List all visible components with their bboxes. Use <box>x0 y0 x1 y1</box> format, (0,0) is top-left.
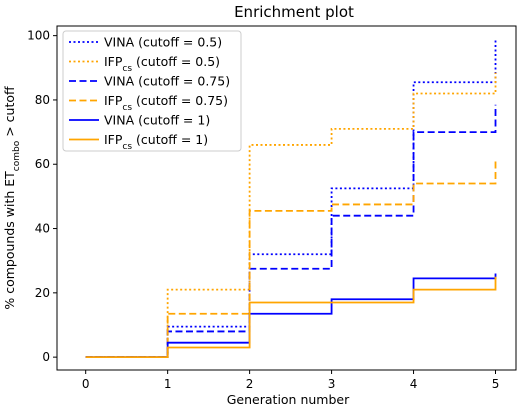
plot-frame <box>56 25 517 371</box>
series-line-1 <box>85 38 497 359</box>
x-tick-label: 2 <box>246 377 254 391</box>
y-tick-label: 60 <box>35 157 50 171</box>
x-tick-label: 4 <box>410 377 418 391</box>
legend-label-4: IFPcs (cutoff = 0.75) <box>104 93 228 113</box>
series-line-2 <box>85 72 497 359</box>
legend-box <box>62 30 242 152</box>
series-line-4 <box>85 159 497 359</box>
y-axis-label: % compounds with ETcombo > cutoff <box>2 86 22 310</box>
legend-label-6: IFPcs (cutoff = 1) <box>104 132 208 152</box>
x-tick-label: 5 <box>492 377 500 391</box>
x-tick-label: 0 <box>82 377 90 391</box>
legend-label-3: VINA (cutoff = 0.75) <box>104 74 230 89</box>
x-tick-label: 3 <box>328 377 336 391</box>
y-tick-label: 20 <box>35 286 50 300</box>
x-axis-label: Generation number <box>227 392 350 407</box>
legend-label-1: VINA (cutoff = 0.5) <box>104 35 222 50</box>
legend: VINA (cutoff = 0.5)IFPcs (cutoff = 0.5)V… <box>62 30 242 152</box>
chart-title: Enrichment plot <box>234 3 354 21</box>
series-line-6 <box>85 276 497 359</box>
series-line-5 <box>85 273 497 359</box>
legend-label-5: VINA (cutoff = 1) <box>104 113 210 128</box>
y-tick-label: 0 <box>42 350 50 364</box>
legend-label-2: IFPcs (cutoff = 0.5) <box>104 54 220 74</box>
series-layer <box>85 38 497 359</box>
x-tick-label: 1 <box>164 377 172 391</box>
y-tick-label: 40 <box>35 222 50 236</box>
y-tick-label: 80 <box>35 93 50 107</box>
axes-layer: 0 1 2 3 4 5 0 20 40 60 80 100 <box>27 29 499 391</box>
y-tick-label: 100 <box>27 29 50 43</box>
